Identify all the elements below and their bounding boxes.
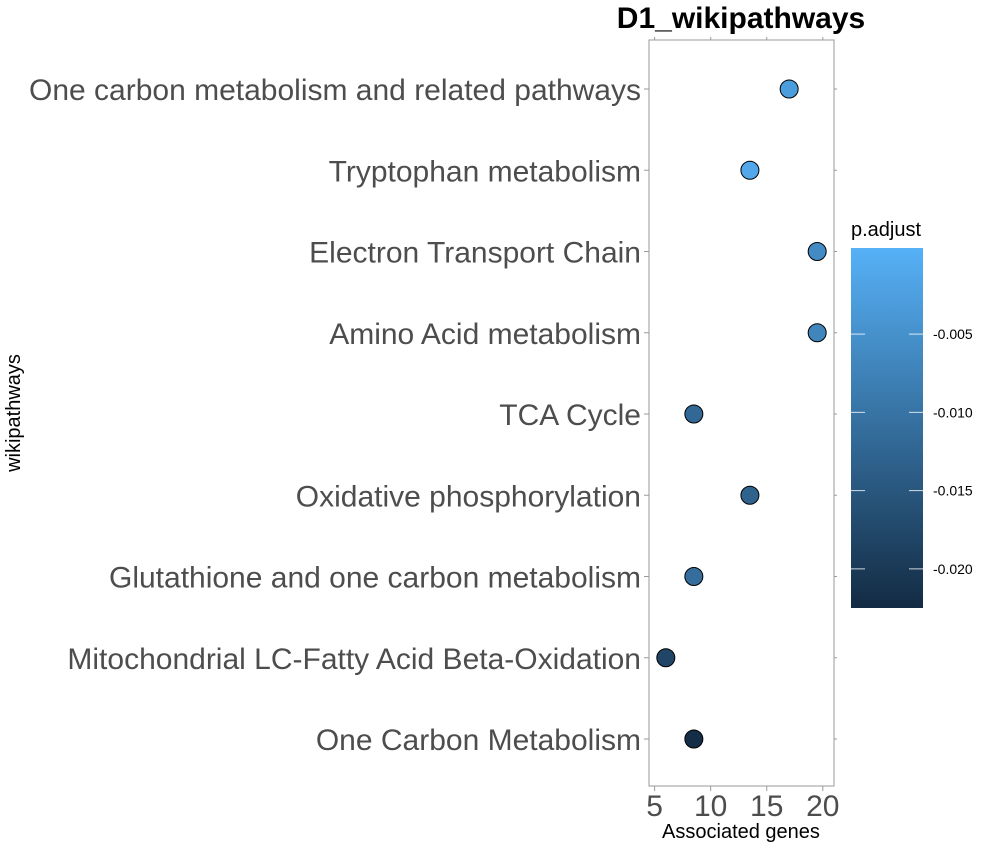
x-tick-label: 20 [806, 790, 839, 823]
legend-colorbar [851, 248, 923, 608]
data-point [740, 485, 760, 505]
y-tick-label: Amino Acid metabolism [329, 318, 641, 351]
y-tick-label: One carbon metabolism and related pathwa… [29, 74, 641, 107]
legend-tick-label: -0.015 [933, 483, 973, 499]
data-point [779, 79, 799, 99]
data-point [740, 160, 760, 180]
y-tick-label: Tryptophan metabolism [329, 155, 641, 188]
data-point [684, 404, 704, 424]
x-tick-label: 5 [646, 790, 663, 823]
x-axis: 5 10 15 20 [646, 37, 839, 823]
y-axis: One carbon metabolism and related pathwa… [29, 74, 837, 757]
y-tick-label: Oxidative phosphorylation [296, 480, 641, 513]
chart-title: D1_wikipathways [617, 2, 865, 35]
x-tick-label: 15 [750, 790, 783, 823]
data-point [684, 729, 704, 749]
y-tick-label: Electron Transport Chain [309, 237, 641, 270]
legend-tick-label: -0.010 [933, 404, 973, 420]
data-point [807, 323, 827, 343]
data-point [656, 648, 676, 668]
color-legend: p.adjust -0.005 -0.010 -0.015 -0.020 [851, 219, 973, 608]
legend-tick-label: -0.020 [933, 561, 973, 577]
y-axis-label: wikipathways [3, 354, 25, 473]
x-axis-label: Associated genes [662, 821, 820, 843]
data-points [656, 79, 827, 749]
data-point [684, 567, 704, 586]
y-tick-label: Mitochondrial LC-Fatty Acid Beta-Oxidati… [67, 643, 641, 676]
x-tick-label: 10 [694, 790, 727, 823]
y-tick-label: One Carbon Metabolism [316, 724, 641, 757]
y-tick-label: TCA Cycle [499, 399, 641, 432]
data-point [807, 242, 827, 261]
legend-title: p.adjust [851, 219, 921, 241]
y-tick-label: Glutathione and one carbon metabolism [109, 562, 641, 595]
plot-panel [648, 39, 835, 787]
legend-tick-label: -0.005 [933, 326, 973, 342]
